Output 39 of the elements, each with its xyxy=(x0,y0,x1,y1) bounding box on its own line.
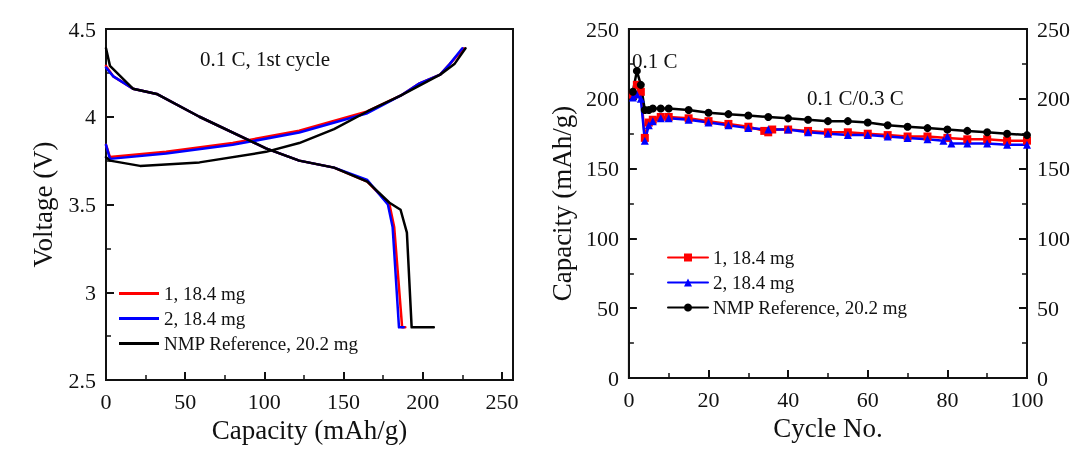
x-tick-label: 50 xyxy=(174,388,197,414)
y-tick-label: 3.5 xyxy=(68,192,96,217)
y-tick-label: 4 xyxy=(85,104,96,130)
legend-label: NMP Reference, 20.2 mg xyxy=(164,333,359,354)
y-tick-label: 200 xyxy=(585,86,619,112)
y2-tick-label: 100 xyxy=(1037,225,1070,251)
x-tick-label: 100 xyxy=(247,388,281,414)
annotation: 0.1 C, 1st cycle xyxy=(200,46,331,71)
x-tick-label: 150 xyxy=(327,388,361,414)
y2-tick-label: 50 xyxy=(1037,295,1059,321)
legend-label: 1, 18.4 mg xyxy=(713,247,795,268)
y-tick-label: 250 xyxy=(585,16,619,42)
y2-tick-label: 150 xyxy=(1037,156,1070,182)
y-tick-label: 100 xyxy=(585,225,619,251)
x-tick-label: 80 xyxy=(936,386,959,412)
x-tick-label: 250 xyxy=(485,388,519,414)
y2-tick-label: 250 xyxy=(1037,16,1070,42)
x-tick-label: 60 xyxy=(856,386,879,412)
y-axis-title: Voltage (V) xyxy=(27,141,58,268)
x-axis-title: Capacity (mAh/g) xyxy=(211,415,408,446)
x-tick-label: 0 xyxy=(623,386,635,412)
legend-label: NMP Reference, 20.2 mg xyxy=(713,297,908,318)
y-tick-label: 150 xyxy=(585,156,619,182)
x-tick-label: 40 xyxy=(777,386,800,412)
y-tick-label: 50 xyxy=(596,295,619,321)
y-tick-label: 4.5 xyxy=(68,16,96,42)
y-tick-label: 2.5 xyxy=(68,367,96,393)
y-tick-label: 0 xyxy=(607,365,619,391)
annotation: 0.1 C xyxy=(632,48,678,73)
y-axis-title: Capacity (mAh/g) xyxy=(546,105,577,302)
legend-label: 2, 18.4 mg xyxy=(164,308,246,329)
x-tick-label: 20 xyxy=(697,386,720,412)
legend-label: 2, 18.4 mg xyxy=(713,272,795,293)
y-tick-label: 3 xyxy=(85,279,96,305)
x-tick-label: 200 xyxy=(406,388,440,414)
y2-tick-label: 200 xyxy=(1037,86,1070,112)
annotation: 0.1 C/0.3 C xyxy=(807,85,904,110)
legend-label: 1, 18.4 mg xyxy=(164,283,246,304)
x-axis-title: Cycle No. xyxy=(773,413,883,444)
